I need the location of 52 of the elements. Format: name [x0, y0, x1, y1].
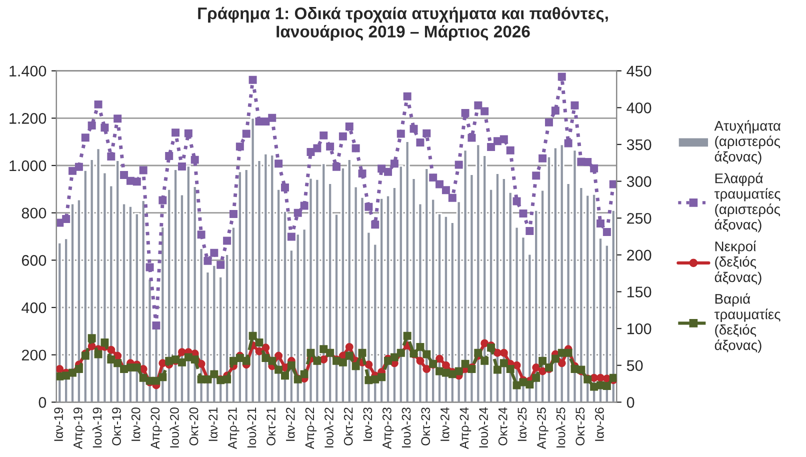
- x-tick-label: Οκτ-23: [421, 408, 430, 446]
- y-tick-label: 400: [22, 302, 46, 314]
- x-tick-label: Οκτ-25: [576, 408, 585, 446]
- legend-label: Ατυχήματα (αριστερός άξονας): [714, 120, 781, 164]
- y2-tick-label: 150: [627, 286, 652, 298]
- x-tick-label: Ιαν-23: [363, 408, 372, 441]
- y2-tick-label: 400: [626, 102, 652, 114]
- chart-title: Γράφημα 1: Οδικά τροχαία ατυχήματα και παθόντες, Ιανουάριος 2019 – Μάρτιος 2026: [198, 6, 608, 41]
- legend-label: Νεκροί (δεξιός άξονας): [714, 240, 762, 285]
- legend-label: Βαριά τραυματίες (δεξιός άξονας): [714, 293, 780, 353]
- x-tick-label: Ιουλ-24: [478, 407, 488, 448]
- x-tick-label: Οκτ-22: [344, 408, 353, 446]
- legend-label: Ελαφρά τραυματίες (αριστερός άξονας): [714, 172, 780, 232]
- y-tick-label: 1.000: [10, 160, 46, 172]
- x-tick-label: Οκτ-21: [266, 408, 276, 446]
- x-tick-label: Απρ-22: [305, 408, 317, 450]
- x-tick-label: Ιουλ-23: [402, 408, 411, 448]
- y2-tick-label: 450: [626, 66, 652, 77]
- x-tick-label: Οκτ-24: [498, 407, 508, 446]
- y-tick-label: 1.400: [10, 66, 46, 77]
- y-tick-label: 200: [22, 350, 46, 361]
- y2-tick-label: 0: [626, 397, 634, 408]
- x-tick-label: Οκτ-19: [112, 408, 121, 446]
- x-tick-label: Ιαν-24: [440, 407, 450, 441]
- y2-tick-label: 350: [626, 139, 652, 150]
- x-tick-label: Ιαν-21: [208, 408, 218, 441]
- x-tick-label: Απρ-23: [382, 408, 394, 450]
- y-tick-label: 800: [22, 208, 46, 219]
- x-tick-label: Ιαν-25: [518, 408, 527, 441]
- y-tick-label: 1.200: [10, 113, 46, 124]
- x-tick-label: Ιαν-22: [286, 408, 295, 441]
- y2-tick-label: 100: [627, 323, 652, 334]
- y2-tick-label: 200: [627, 250, 652, 261]
- x-tick-label: Απρ-20: [150, 408, 162, 450]
- x-tick-label: Ιαν-19: [54, 408, 63, 441]
- x-tick-label: Οκτ-20: [189, 408, 198, 446]
- x-tick-label: Ιουλ-19: [92, 408, 102, 448]
- x-tick-label: Ιουλ-22: [324, 408, 334, 448]
- x-tick-label: Ιαν-26: [594, 408, 604, 441]
- x-tick-label: Απρ-21: [228, 408, 240, 450]
- y-tick-label: 600: [22, 255, 46, 266]
- x-tick-label: Απρ-25: [537, 408, 548, 450]
- x-tick-label: Ιουλ-20: [170, 408, 179, 448]
- x-tick-label: Ιουλ-21: [246, 408, 256, 448]
- x-tick-label: Ιαν-20: [131, 408, 140, 441]
- x-tick-label: Απρ-19: [73, 408, 85, 450]
- y-tick-label: 0: [38, 397, 46, 408]
- y2-tick-label: 250: [627, 212, 652, 224]
- y2-tick-label: 300: [626, 176, 652, 187]
- x-tick-label: Απρ-24: [460, 407, 472, 450]
- y2-tick-label: 50: [626, 360, 643, 372]
- x-tick-label: Ιουλ-25: [556, 408, 566, 448]
